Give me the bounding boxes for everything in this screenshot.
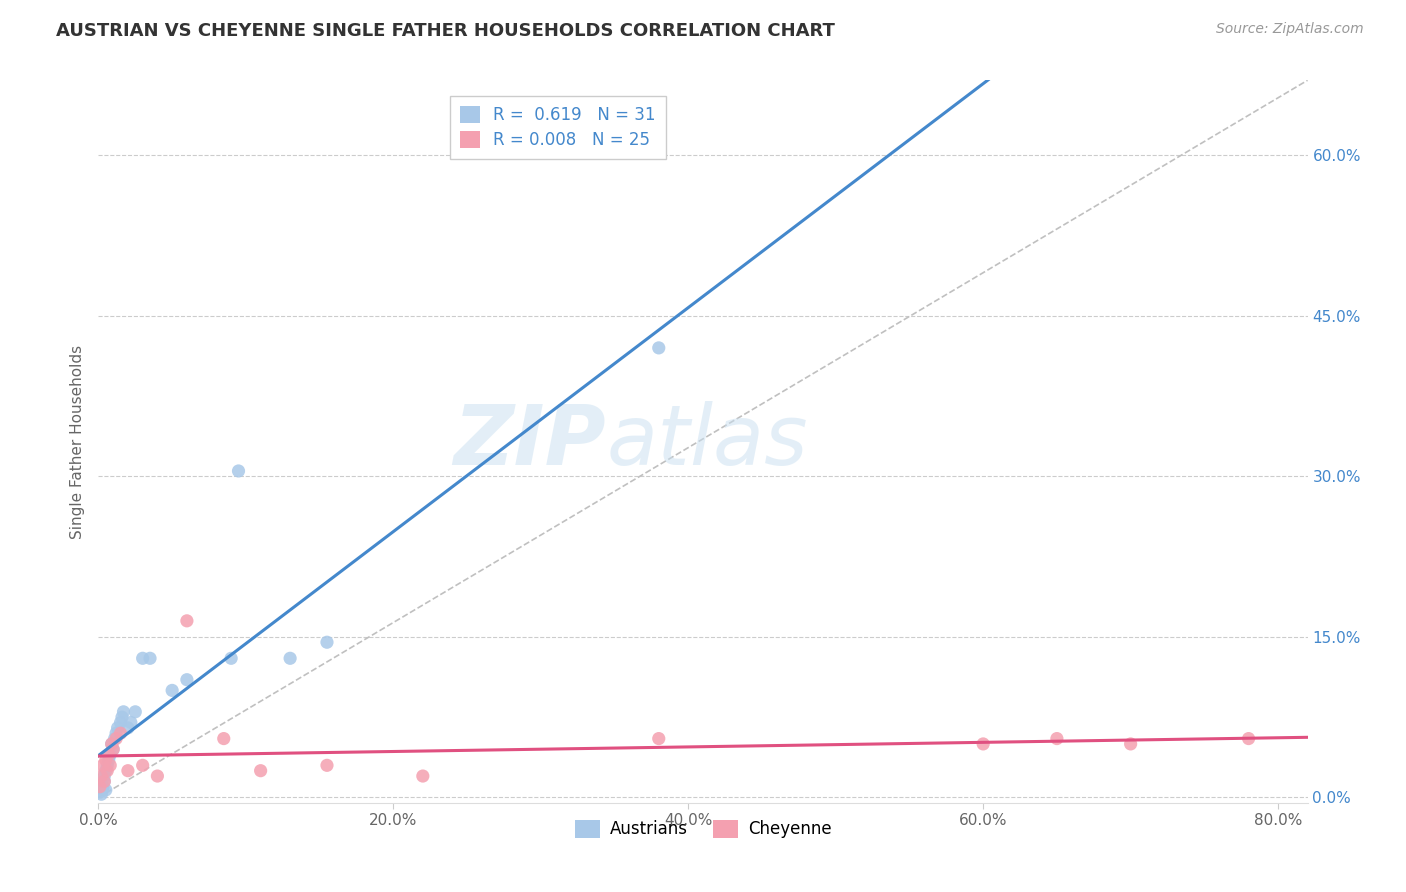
Point xyxy=(107,721,129,735)
Point xyxy=(160,683,183,698)
Point xyxy=(101,742,124,756)
Point xyxy=(100,737,122,751)
Point xyxy=(176,614,198,628)
Point xyxy=(105,726,128,740)
Point xyxy=(96,764,118,778)
Text: Source: ZipAtlas.com: Source: ZipAtlas.com xyxy=(1216,22,1364,37)
Point xyxy=(98,747,121,762)
Point xyxy=(316,635,339,649)
Point xyxy=(316,758,339,772)
Point xyxy=(412,769,434,783)
Point xyxy=(124,705,146,719)
Point xyxy=(91,780,114,794)
Point xyxy=(648,731,671,746)
Point xyxy=(90,787,112,801)
Point xyxy=(219,651,242,665)
Point xyxy=(176,673,198,687)
Point xyxy=(104,731,127,746)
Point xyxy=(139,651,162,665)
Point xyxy=(98,758,121,772)
Point xyxy=(93,769,115,783)
Point xyxy=(94,764,117,778)
Point xyxy=(212,731,235,746)
Point xyxy=(110,726,132,740)
Point xyxy=(1237,731,1260,746)
Point xyxy=(110,715,132,730)
Point xyxy=(90,769,112,783)
Point xyxy=(100,737,122,751)
Point xyxy=(97,747,120,762)
Point xyxy=(278,651,301,665)
Point xyxy=(96,758,118,772)
Point xyxy=(648,341,671,355)
Point xyxy=(131,651,153,665)
Point xyxy=(89,780,111,794)
Point xyxy=(101,742,124,756)
Point xyxy=(94,753,117,767)
Point xyxy=(93,774,115,789)
Point xyxy=(105,731,128,746)
Point xyxy=(1046,731,1069,746)
Point xyxy=(91,758,114,772)
Point xyxy=(111,710,134,724)
Point xyxy=(89,785,111,799)
Y-axis label: Single Father Households: Single Father Households xyxy=(70,344,86,539)
Point xyxy=(97,753,120,767)
Point xyxy=(249,764,271,778)
Point xyxy=(117,764,139,778)
Point xyxy=(131,758,153,772)
Point xyxy=(112,705,135,719)
Text: ZIP: ZIP xyxy=(454,401,606,482)
Point xyxy=(972,737,994,751)
Point xyxy=(228,464,250,478)
Text: AUSTRIAN VS CHEYENNE SINGLE FATHER HOUSEHOLDS CORRELATION CHART: AUSTRIAN VS CHEYENNE SINGLE FATHER HOUSE… xyxy=(56,22,835,40)
Legend: Austrians, Cheyenne: Austrians, Cheyenne xyxy=(568,813,838,845)
Point xyxy=(117,721,139,735)
Point xyxy=(94,783,117,797)
Point xyxy=(120,715,142,730)
Point xyxy=(1119,737,1142,751)
Point xyxy=(93,774,115,789)
Text: atlas: atlas xyxy=(606,401,808,482)
Point xyxy=(91,781,114,796)
Point xyxy=(146,769,169,783)
